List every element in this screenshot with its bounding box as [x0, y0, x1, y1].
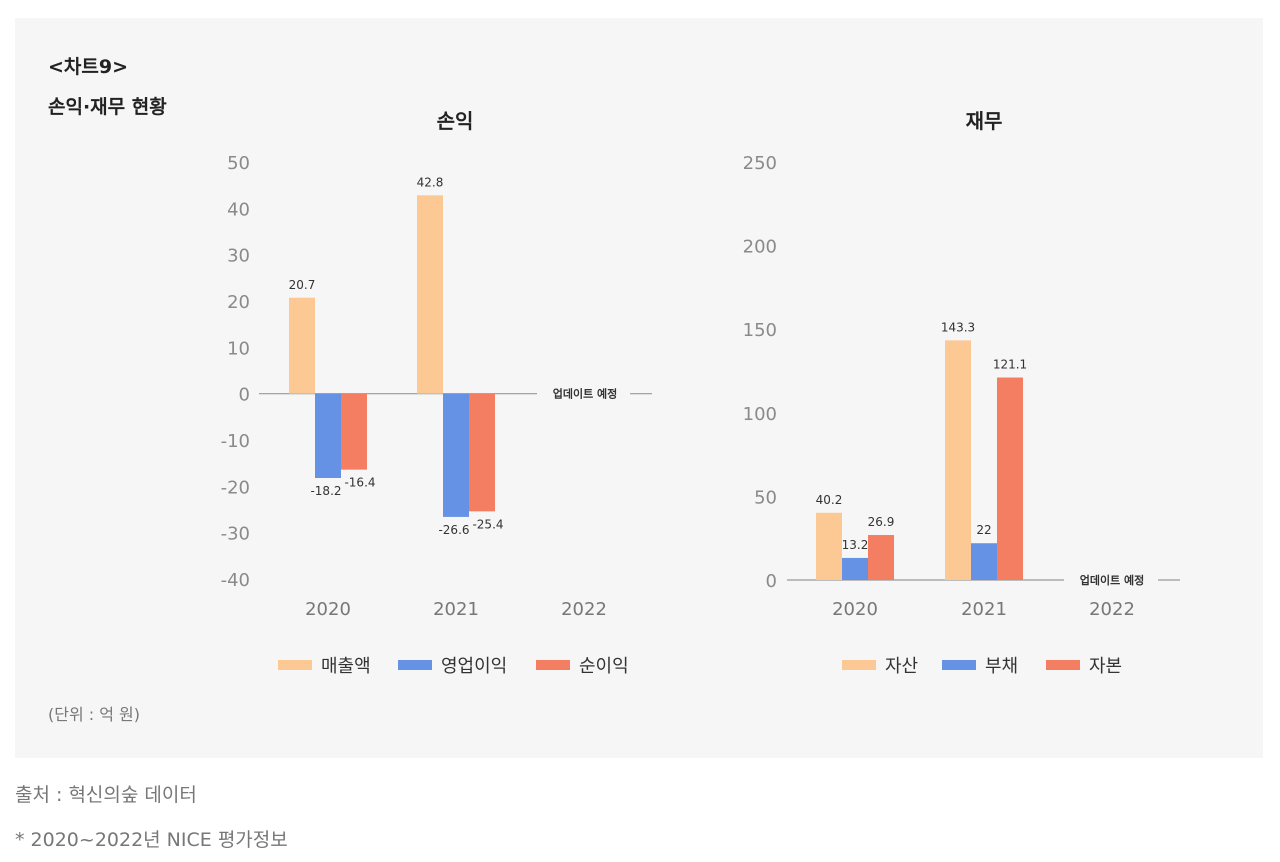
x-tick-label: 2022 — [561, 599, 607, 620]
y-tick-label: 20 — [227, 292, 250, 313]
y-tick-label: 0 — [766, 571, 777, 592]
x-tick-label: 2021 — [961, 599, 1007, 620]
legend-label: 순이익 — [579, 656, 629, 677]
bar-순이익-2020 — [341, 393, 367, 470]
y-tick-label: 200 — [743, 237, 777, 258]
x-tick-label: 2020 — [305, 599, 351, 620]
bar-자산-2021 — [945, 340, 971, 580]
y-tick-label: 50 — [754, 487, 777, 508]
chart-title: 손익 — [437, 109, 474, 133]
legend-swatch — [842, 660, 876, 670]
y-tick-label: -20 — [221, 477, 250, 498]
data-label: 22 — [976, 523, 991, 537]
legend-label: 자본 — [1089, 656, 1122, 677]
y-tick-label: 250 — [743, 153, 777, 174]
chart-panel — [15, 18, 1263, 758]
chart-title: 재무 — [966, 109, 1003, 133]
x-tick-label: 2022 — [1089, 599, 1135, 620]
y-tick-label: -10 — [221, 431, 250, 452]
y-tick-label: 150 — [743, 320, 777, 341]
data-label: 13.2 — [842, 538, 869, 552]
y-tick-label: 40 — [227, 199, 250, 220]
x-tick-label: 2021 — [433, 599, 479, 620]
legend-swatch — [1046, 660, 1080, 670]
data-label: -26.6 — [438, 523, 469, 537]
y-tick-label: -30 — [221, 524, 250, 545]
legend-label: 영업이익 — [441, 656, 507, 677]
data-label: 26.9 — [868, 515, 895, 529]
x-tick-label: 2020 — [832, 599, 878, 620]
bar-매출액-2021 — [417, 195, 443, 394]
bar-자본-2021 — [997, 377, 1023, 580]
chart-number-label: <차트9> — [48, 56, 129, 78]
data-label: 121.1 — [993, 358, 1027, 372]
source-note: 출처 : 혁신의숲 데이터 — [15, 784, 197, 806]
data-label: 143.3 — [941, 320, 975, 334]
data-label: -18.2 — [310, 484, 341, 498]
bar-부채-2020 — [842, 557, 868, 580]
bar-자본-2020 — [868, 535, 894, 580]
y-tick-label: 0 — [239, 385, 250, 406]
legend-swatch — [942, 660, 976, 670]
legend-swatch — [398, 660, 432, 670]
bar-자산-2020 — [816, 512, 842, 580]
legend-label: 부채 — [985, 656, 1018, 677]
legend-swatch — [536, 660, 570, 670]
data-label: -25.4 — [472, 517, 503, 531]
footnote: * 2020~2022년 NICE 평가정보 — [15, 829, 288, 851]
y-tick-label: 10 — [227, 338, 250, 359]
y-tick-label: -40 — [221, 570, 250, 591]
y-tick-label: 30 — [227, 246, 250, 267]
data-label: 40.2 — [816, 493, 843, 507]
pending-update-label: 업데이트 예정 — [553, 387, 618, 401]
bar-순이익-2021 — [469, 393, 495, 512]
data-label: -16.4 — [344, 476, 375, 490]
bar-매출액-2020 — [289, 297, 315, 394]
bar-영업이익-2020 — [315, 393, 341, 478]
data-label: 42.8 — [417, 175, 444, 189]
data-label: 20.7 — [289, 278, 316, 292]
y-tick-label: 100 — [743, 404, 777, 425]
bar-부채-2021 — [971, 543, 997, 580]
legend-label: 매출액 — [321, 656, 371, 677]
legend-swatch — [278, 660, 312, 670]
bar-영업이익-2021 — [443, 393, 469, 517]
y-tick-label: 50 — [227, 153, 250, 174]
legend-label: 자산 — [885, 656, 918, 677]
chart-section-title: 손익·재무 현황 — [48, 96, 167, 118]
pending-update-label: 업데이트 예정 — [1080, 573, 1145, 587]
unit-note: (단위 : 억 원) — [48, 705, 141, 724]
